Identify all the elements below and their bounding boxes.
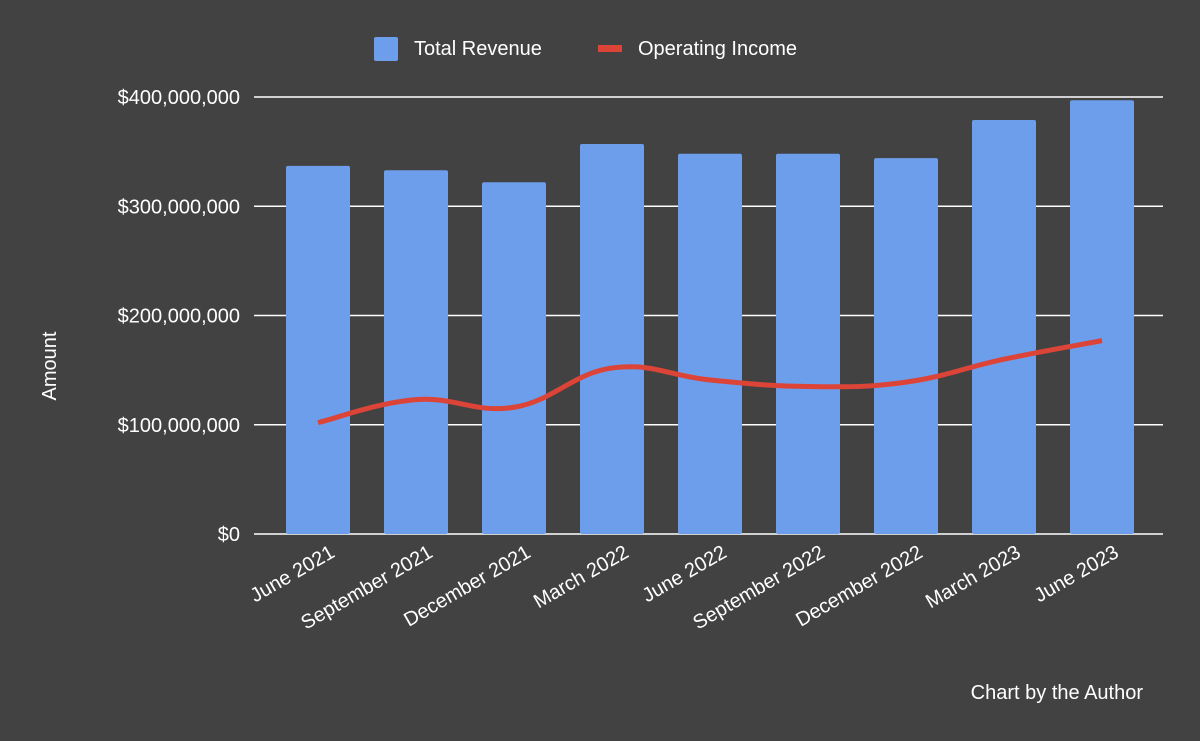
y-tick-label: $0 xyxy=(218,524,240,546)
bar-total-revenue xyxy=(482,182,546,534)
legend-item-operating-income: Operating Income xyxy=(598,38,797,60)
chart-credit: Chart by the Author xyxy=(971,682,1144,704)
legend-swatch xyxy=(374,37,398,61)
bar-total-revenue xyxy=(776,153,840,534)
y-tick-label: $300,000,000 xyxy=(118,196,240,218)
x-tick-label: March 2022 xyxy=(530,541,632,613)
bar-total-revenue xyxy=(678,153,742,534)
bar-total-revenue xyxy=(972,119,1036,534)
bar-total-revenue xyxy=(384,170,448,534)
legend-label: Operating Income xyxy=(638,38,797,60)
legend-item-total-revenue: Total Revenue xyxy=(374,37,542,61)
y-tick-label: $100,000,000 xyxy=(118,415,240,437)
y-axis-label: Amount xyxy=(39,331,61,400)
x-tick-label: June 2023 xyxy=(1031,541,1123,607)
legend-swatch xyxy=(598,45,622,52)
x-tick-label: June 2021 xyxy=(247,541,339,607)
bar-total-revenue xyxy=(286,165,350,534)
legend-label: Total Revenue xyxy=(414,38,542,60)
x-tick-label: June 2022 xyxy=(639,541,731,607)
y-tick-label: $400,000,000 xyxy=(118,87,240,109)
bars-total-revenue xyxy=(286,100,1134,535)
x-tick-label: March 2023 xyxy=(922,541,1024,613)
bar-total-revenue xyxy=(874,158,938,534)
line-operating-income xyxy=(317,338,1103,425)
y-axis-ticks: $0 $100,000,000 $200,000,000 $300,000,000 $4… xyxy=(118,87,240,546)
series-line-operating-income xyxy=(317,338,1103,425)
bar-total-revenue xyxy=(1070,100,1134,534)
bar-total-revenue xyxy=(580,143,644,535)
y-tick-label: $200,000,000 xyxy=(118,306,240,328)
legend: Total Revenue Operating Income xyxy=(374,37,797,61)
